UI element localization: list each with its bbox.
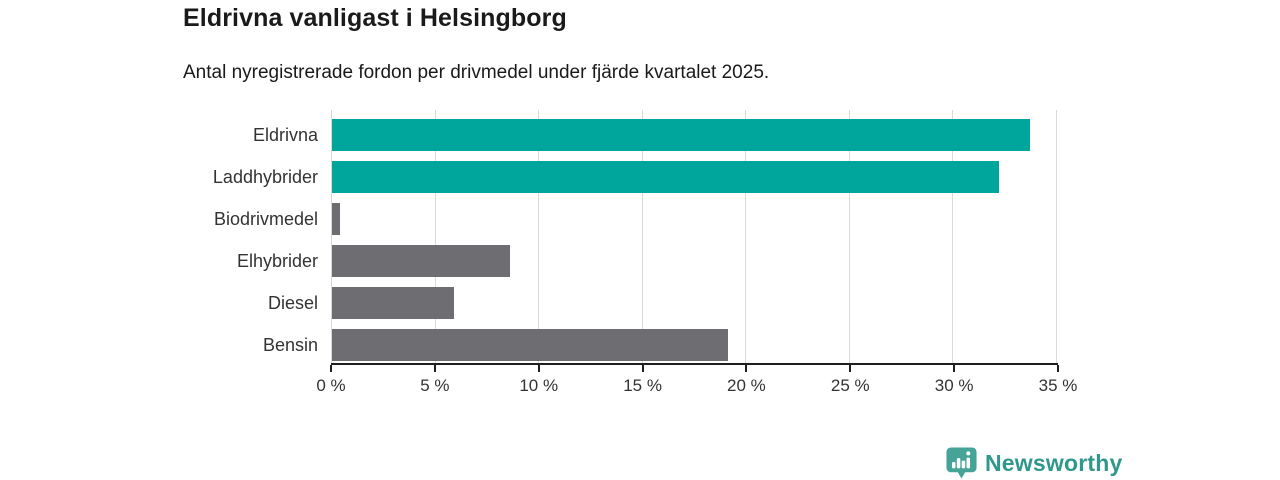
category-axis: Eldrivna Laddhybrider Biodrivmedel Elhybrid…: [0, 110, 318, 363]
x-axis: 0 % 5 % 10 % 15 % 20 % 25 % 30 % 35 %: [316, 363, 1077, 395]
x-tick: [641, 365, 644, 372]
newsworthy-pin-barchart-icon: [946, 447, 977, 479]
bar-biodrivmedel: [332, 203, 341, 235]
chart-title: Eldrivna vanligast i Helsingborg: [183, 4, 567, 32]
x-tick-label: 30 %: [934, 376, 974, 395]
bar-diesel: [332, 287, 455, 319]
gridline: [745, 110, 747, 363]
gridline: [538, 110, 540, 363]
x-tick-label: 15 %: [623, 376, 662, 395]
x-tick-label: 5 %: [420, 376, 450, 395]
category-label: Elhybrider: [236, 251, 318, 271]
bar-laddhybrider: [332, 161, 999, 193]
plot-area: [331, 110, 1057, 363]
category-label: Biodrivmedel: [213, 209, 318, 229]
category-label: Eldrivna: [252, 125, 318, 145]
x-tick: [745, 365, 748, 372]
x-tick: [953, 365, 956, 372]
x-tick: [433, 365, 436, 372]
x-tick: [330, 365, 332, 372]
x-tick-label: 35 %: [1038, 376, 1078, 395]
bar-elhybrider: [332, 245, 511, 277]
category-label: Bensin: [262, 335, 318, 355]
x-tick: [849, 365, 852, 372]
gridline: [848, 110, 850, 363]
gridline: [952, 110, 954, 363]
x-tick-label: 10 %: [519, 376, 559, 395]
bar-bensin: [332, 329, 728, 361]
chart-subtitle: Antal nyregistrerade fordon per drivmede…: [183, 62, 770, 83]
x-tick-label: 25 %: [830, 376, 870, 395]
gridline: [641, 110, 643, 363]
category-label: Laddhybrider: [212, 167, 318, 187]
x-tick: [1057, 365, 1059, 372]
x-tick-label: 0 %: [316, 376, 346, 395]
gridline: [434, 110, 436, 363]
gridline: [1056, 110, 1057, 363]
gridline: [331, 110, 332, 363]
newsworthy-logo: Newsworthy: [945, 446, 1122, 480]
newsworthy-wordmark: Newsworthy: [985, 449, 1123, 476]
bar-eldrivna: [332, 119, 1031, 151]
x-tick-label: 20 %: [727, 376, 766, 395]
category-label: Diesel: [267, 293, 318, 313]
x-tick: [537, 365, 540, 372]
